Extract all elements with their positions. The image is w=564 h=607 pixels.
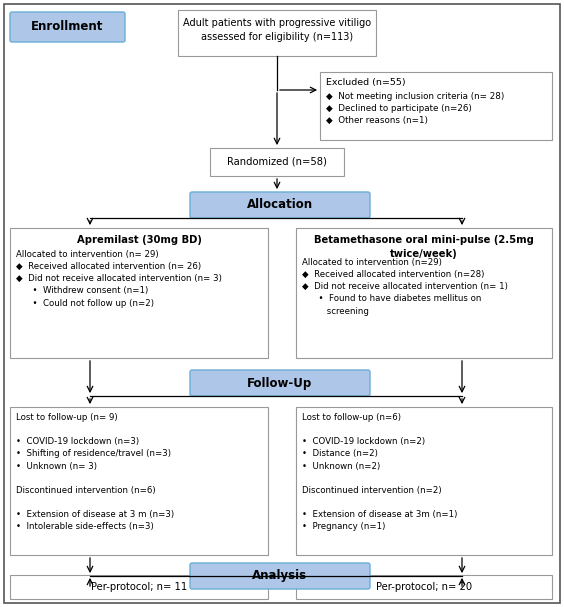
Text: Allocation: Allocation <box>247 198 313 211</box>
FancyBboxPatch shape <box>190 192 370 218</box>
Text: Excluded (n=55): Excluded (n=55) <box>326 78 406 87</box>
Text: Allocated to intervention (n= 29)
◆  Received allocated intervention (n= 26)
◆  : Allocated to intervention (n= 29) ◆ Rece… <box>16 250 222 308</box>
Bar <box>10 228 268 358</box>
FancyBboxPatch shape <box>190 370 370 396</box>
FancyBboxPatch shape <box>10 12 125 42</box>
Text: Enrollment: Enrollment <box>31 21 103 33</box>
Text: Analysis: Analysis <box>253 569 307 583</box>
FancyBboxPatch shape <box>190 563 370 589</box>
Text: Randomized (n=58): Randomized (n=58) <box>227 157 327 167</box>
Text: Follow-Up: Follow-Up <box>248 376 312 390</box>
Bar <box>296 407 552 555</box>
Text: Lost to follow-up (n= 9)

•  COVID-19 lockdown (n=3)
•  Shifting of residence/tr: Lost to follow-up (n= 9) • COVID-19 lock… <box>16 413 174 531</box>
Bar <box>296 575 552 599</box>
Bar <box>10 407 268 555</box>
Bar <box>296 228 552 358</box>
Text: Adult patients with progressive vitiligo
assessed for eligibility (n=113): Adult patients with progressive vitiligo… <box>183 18 371 42</box>
Bar <box>210 148 344 176</box>
Text: Per-protocol; n= 11: Per-protocol; n= 11 <box>91 582 187 592</box>
Text: Allocated to intervention (n=29)
◆  Received allocated intervention (n=28)
◆  Di: Allocated to intervention (n=29) ◆ Recei… <box>302 258 508 316</box>
Bar <box>178 10 376 56</box>
Text: Lost to follow-up (n=6)

•  COVID-19 lockdown (n=2)
•  Distance (n=2)
•  Unknown: Lost to follow-up (n=6) • COVID-19 lockd… <box>302 413 457 531</box>
Bar <box>10 575 268 599</box>
Text: Per-protocol; n= 20: Per-protocol; n= 20 <box>376 582 472 592</box>
Text: ◆  Not meeting inclusion criteria (n= 28)
◆  Declined to participate (n=26)
◆  O: ◆ Not meeting inclusion criteria (n= 28)… <box>326 92 504 125</box>
Bar <box>320 72 552 140</box>
Text: Apremilast (30mg BD): Apremilast (30mg BD) <box>77 235 201 245</box>
Text: Betamethasone oral mini-pulse (2.5mg
twice/week): Betamethasone oral mini-pulse (2.5mg twi… <box>314 235 534 259</box>
